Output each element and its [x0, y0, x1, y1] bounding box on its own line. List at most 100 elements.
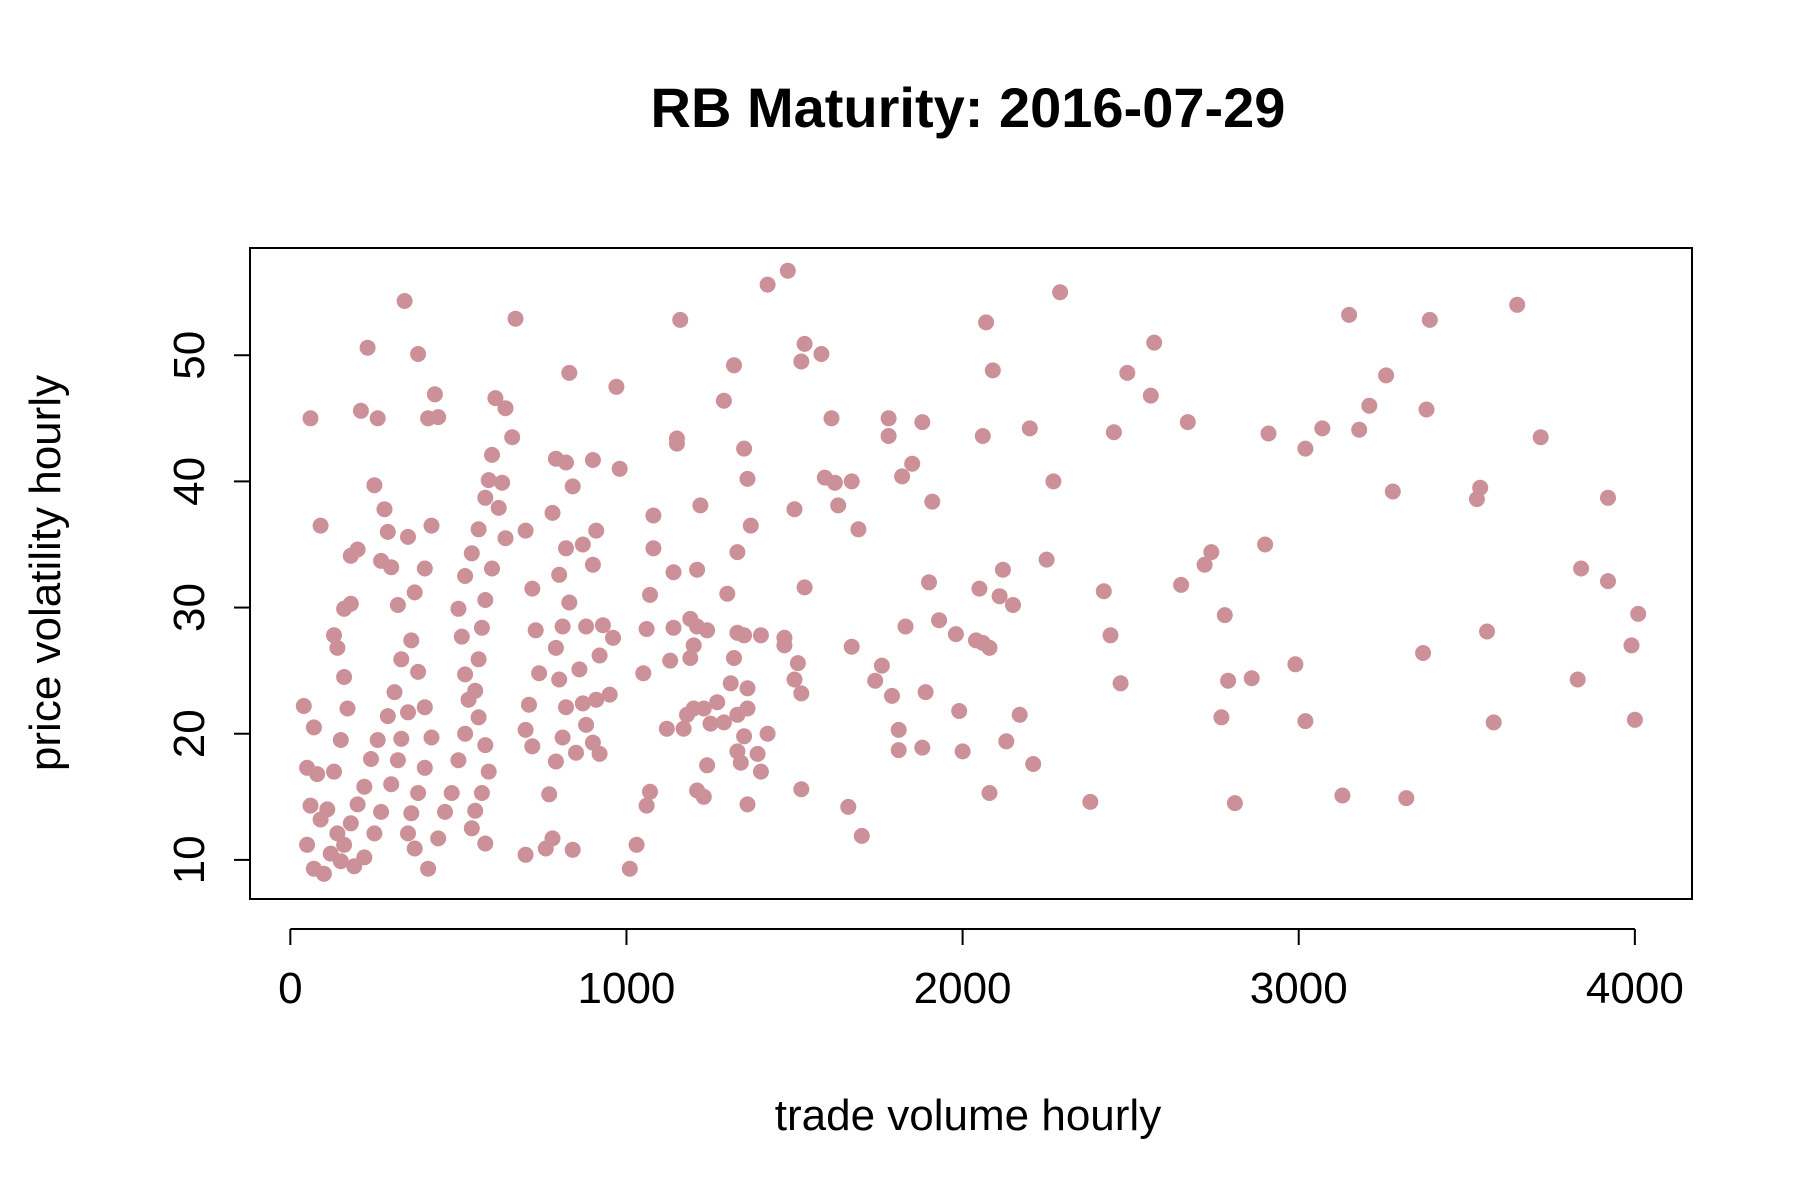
x-axis: 0 1000 2000 3000 4000 [278, 928, 1684, 1013]
scatter-point [326, 627, 342, 644]
scatter-point [369, 410, 386, 427]
scatter-point [736, 627, 753, 644]
scatter-point [1334, 787, 1351, 804]
scatter-point [551, 671, 568, 688]
scatter-point [978, 314, 995, 331]
scatter-point [524, 580, 541, 597]
scatter-point [396, 293, 413, 309]
scatter-point [1479, 623, 1495, 640]
y-tick-label: 50 [165, 331, 214, 380]
scatter-point [793, 685, 810, 702]
scatter-point [299, 836, 316, 853]
scatter-point [356, 778, 373, 795]
scatter-point [564, 478, 581, 495]
scatter-point [692, 497, 709, 514]
scatter-point [1569, 671, 1586, 688]
scatter-point [426, 386, 443, 403]
scatter-point [410, 663, 427, 680]
scatter-point [393, 651, 410, 668]
scatter-point [608, 378, 625, 395]
scatter-point [739, 680, 756, 697]
scatter-point [336, 836, 353, 853]
scatter-point [558, 540, 574, 557]
scatter-point [400, 825, 416, 842]
scatter-point [453, 628, 470, 645]
scatter-point [517, 522, 534, 539]
scatter-point [954, 743, 971, 760]
scatter-point [638, 797, 655, 814]
scatter-point [672, 311, 689, 328]
scatter-point [621, 860, 638, 877]
scatter-point [416, 560, 433, 577]
scatter-point [524, 738, 541, 755]
scatter-point [443, 785, 460, 801]
scatter-point [732, 754, 749, 771]
scatter-point [379, 523, 396, 540]
scatter-point [473, 785, 490, 801]
scatter-point [1532, 429, 1549, 446]
scatter-point [1173, 576, 1190, 593]
x-axis-title: trade volume hourly [775, 1091, 1161, 1140]
scatter-point [736, 728, 753, 745]
scatter-point [487, 390, 504, 407]
scatter-point [1260, 425, 1277, 442]
scatter-point [531, 665, 548, 682]
scatter-point [430, 409, 447, 426]
scatter-point [571, 661, 588, 678]
scatter-point [726, 650, 742, 666]
scatter-point [349, 796, 366, 813]
scatter-point [742, 517, 759, 534]
scatter-point [457, 725, 474, 742]
scatter-point [332, 732, 349, 748]
scatter-point [1105, 424, 1122, 441]
scatter-point [578, 618, 595, 635]
scatter-point [416, 759, 433, 776]
scatter-point [709, 694, 726, 711]
scatter-point [1220, 672, 1237, 689]
scatter-point [642, 586, 658, 603]
scatter-point [383, 776, 400, 793]
scatter-point [484, 446, 500, 463]
scatter-point [739, 700, 756, 717]
scatter-point [793, 353, 810, 370]
scatter-point [793, 781, 810, 798]
scatter-point [547, 639, 564, 656]
scatter-point [611, 460, 628, 477]
scatter-point [1421, 311, 1438, 328]
scatter-point [850, 521, 867, 538]
scatter-point [729, 544, 746, 561]
scatter-point [578, 716, 595, 733]
scatter-point [605, 629, 621, 646]
scatter-point [369, 732, 386, 748]
scatter-point [558, 699, 574, 716]
scatter-point [749, 745, 766, 762]
scatter-point [551, 566, 568, 583]
scatter-point [574, 695, 591, 712]
scatter-point [386, 684, 403, 701]
scatter-point [719, 585, 736, 602]
scatter-point [739, 796, 756, 813]
scatter-point [890, 721, 907, 738]
scatter-point [752, 763, 769, 780]
scatter-point [1203, 544, 1220, 561]
scatter-point [635, 665, 652, 682]
scatter-point [1095, 583, 1112, 600]
scatter-point [971, 580, 988, 597]
scatter-point [1341, 306, 1358, 323]
scatter-point [494, 474, 511, 491]
scatter-point [1485, 714, 1502, 731]
scatter-point [699, 622, 716, 639]
scatter-point [951, 703, 968, 719]
scatter-point [682, 610, 699, 627]
scatter-point [457, 568, 474, 584]
scatter-point [665, 564, 682, 581]
scatter-point [890, 742, 907, 759]
scatter-point [695, 788, 712, 805]
scatter-point [752, 627, 769, 644]
scatter-point [1509, 296, 1526, 313]
scatter-point [880, 428, 897, 444]
scatter-point [457, 666, 474, 683]
scatter-point [400, 704, 416, 721]
scatter-point [840, 798, 857, 815]
scatter-point [1600, 573, 1616, 590]
